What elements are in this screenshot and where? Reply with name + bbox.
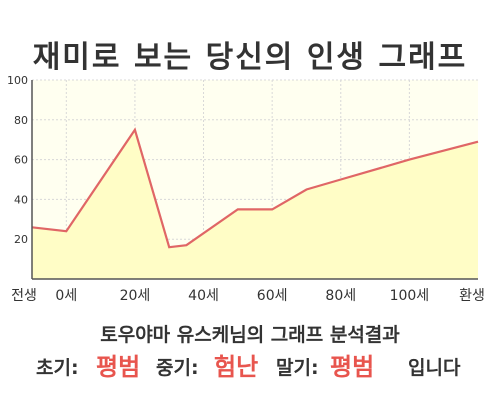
- middle-label: 중기:: [156, 357, 199, 379]
- result-suffix: 입니다: [408, 357, 461, 379]
- y-tick-label: 80: [14, 114, 28, 127]
- y-tick-label: 40: [14, 193, 28, 206]
- x-tick-label: 0세: [55, 288, 77, 304]
- x-tick-label: 60세: [257, 288, 288, 304]
- x-tick-label: 20세: [120, 288, 151, 304]
- area-fill: [32, 129, 478, 279]
- life-graph-chart: 20 40 60 80 100 전생 0세 20세 40세 60세 80세 100세 환생: [7, 74, 485, 304]
- x-tick-label: 80세: [325, 288, 356, 304]
- middle-value: 험난: [214, 353, 259, 381]
- chart-title: 재미로 보는 당신의 인생 그래프: [32, 40, 468, 75]
- x-tick-label: 100세: [390, 288, 430, 304]
- early-value: 평범: [96, 353, 141, 381]
- y-tick-label: 20: [14, 233, 28, 246]
- analysis-heading: 토우야마 유스케님의 그래프 분석결과: [100, 324, 400, 346]
- x-tick-label: 전생: [11, 288, 37, 304]
- y-tick-label: 60: [14, 154, 28, 167]
- y-tick-labels: 20 40 60 80 100: [7, 74, 28, 246]
- series-line: [31, 127, 479, 249]
- x-tick-label: 40세: [188, 288, 219, 304]
- late-label: 말기:: [276, 357, 319, 379]
- early-label: 초기:: [36, 357, 79, 379]
- late-value: 평범: [330, 353, 375, 381]
- y-tick-label: 100: [7, 74, 28, 87]
- x-tick-label: 환생: [459, 288, 485, 304]
- x-tick-labels: 전생 0세 20세 40세 60세 80세 100세 환생: [11, 288, 485, 304]
